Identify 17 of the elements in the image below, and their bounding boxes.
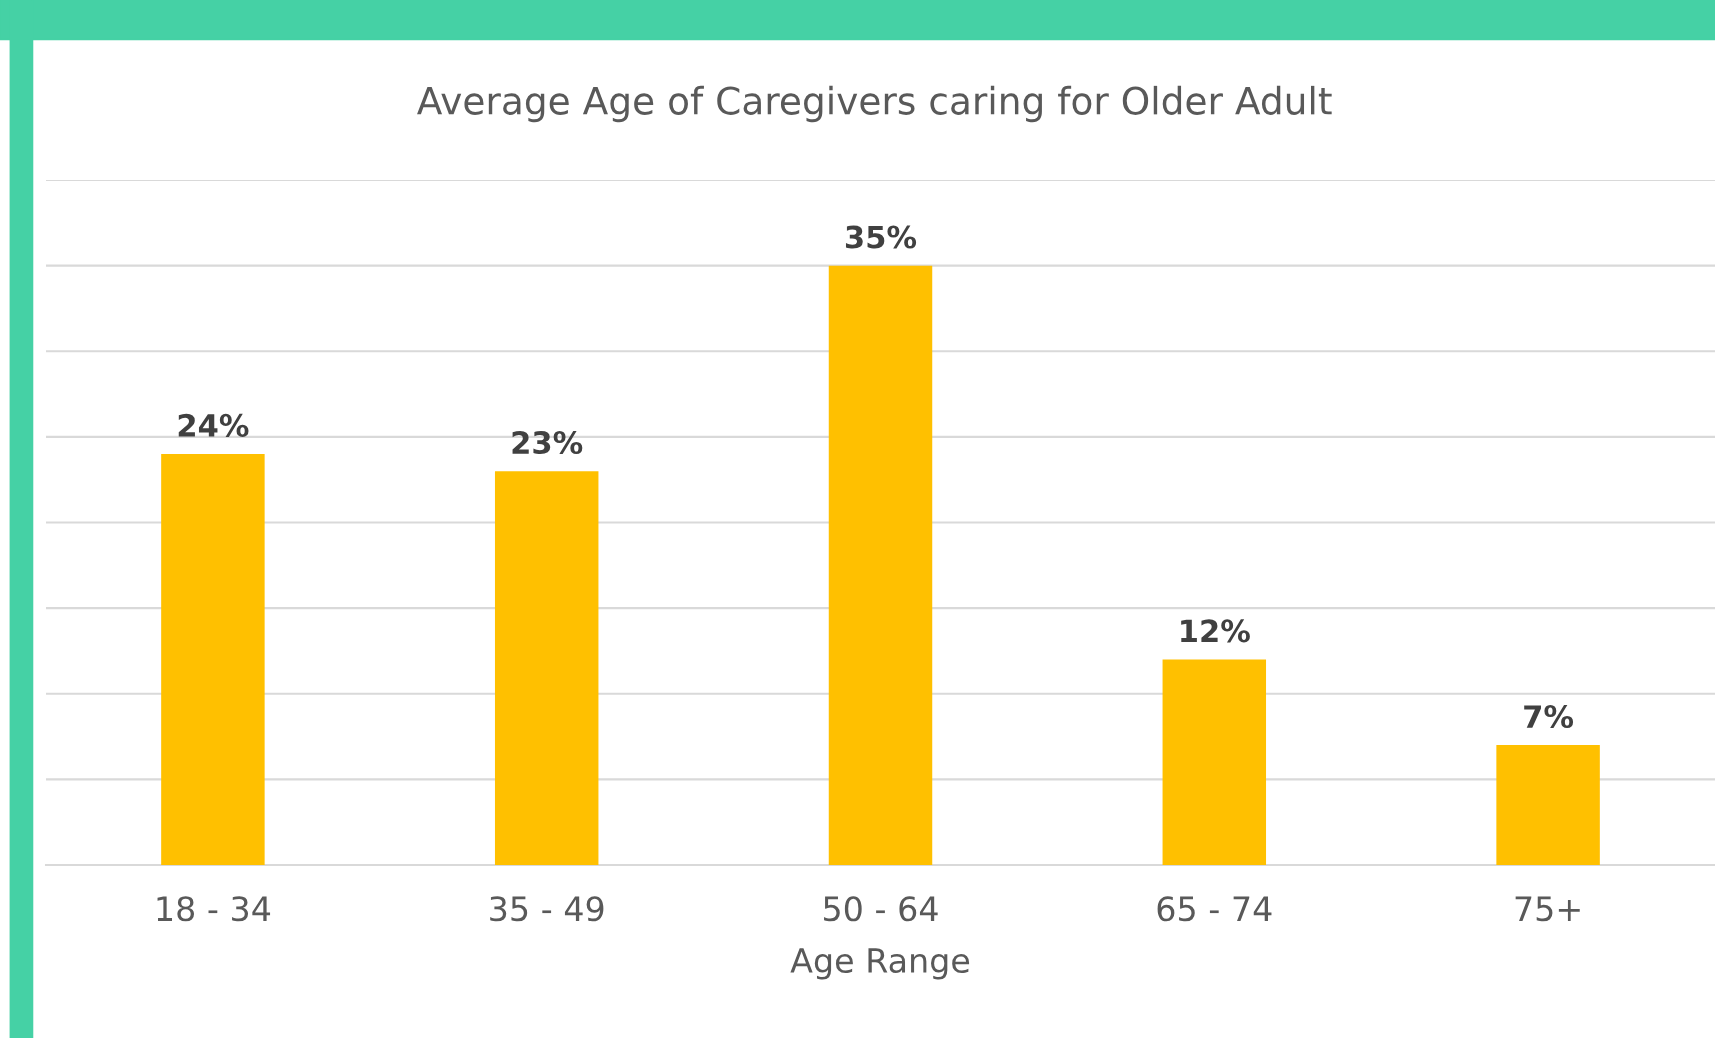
bar <box>161 454 265 865</box>
data-label: 23% <box>512 430 583 455</box>
x-tick-label: 75+ <box>1515 896 1580 922</box>
x-tick-label: 18 - 34 <box>157 896 271 922</box>
chart-title: Average Age of Caregivers caring for Older Adult <box>417 85 1332 123</box>
x-tick-label: 50 - 64 <box>824 896 938 922</box>
bar <box>494 471 599 865</box>
data-label: 35% <box>845 225 917 249</box>
x-tick-label: 65 - 74 <box>1157 896 1272 922</box>
bar <box>1162 659 1267 865</box>
bar <box>1496 745 1600 865</box>
x-tick-label: 35 - 49 <box>490 896 604 922</box>
data-label: 24% <box>178 413 249 437</box>
x-axis-title: Age Range <box>790 948 970 980</box>
bar <box>828 265 933 865</box>
data-label: 7% <box>1524 704 1574 729</box>
data-label: 12% <box>1181 619 1250 643</box>
